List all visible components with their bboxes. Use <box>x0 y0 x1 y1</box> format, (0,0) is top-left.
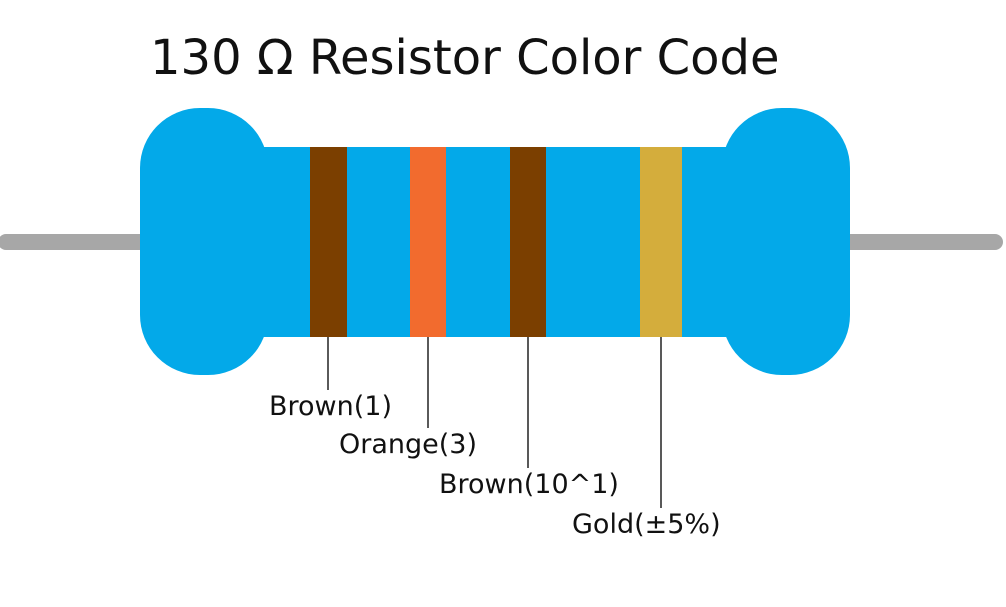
resistor-end-cap-left <box>140 108 268 375</box>
diagram-title: 130 Ω Resistor Color Code <box>150 30 780 86</box>
resistor-body <box>140 108 850 375</box>
color-band-3 <box>510 147 546 337</box>
band-label-1: Brown(1) <box>269 391 392 422</box>
band-label-4: Gold(±5%) <box>572 509 721 540</box>
band-label-2: Orange(3) <box>339 429 478 460</box>
color-band-2 <box>410 147 446 337</box>
color-band-1 <box>310 147 347 337</box>
color-band-4 <box>640 147 682 337</box>
resistor-end-cap-right <box>722 108 850 375</box>
band-label-3: Brown(10^1) <box>439 469 619 500</box>
